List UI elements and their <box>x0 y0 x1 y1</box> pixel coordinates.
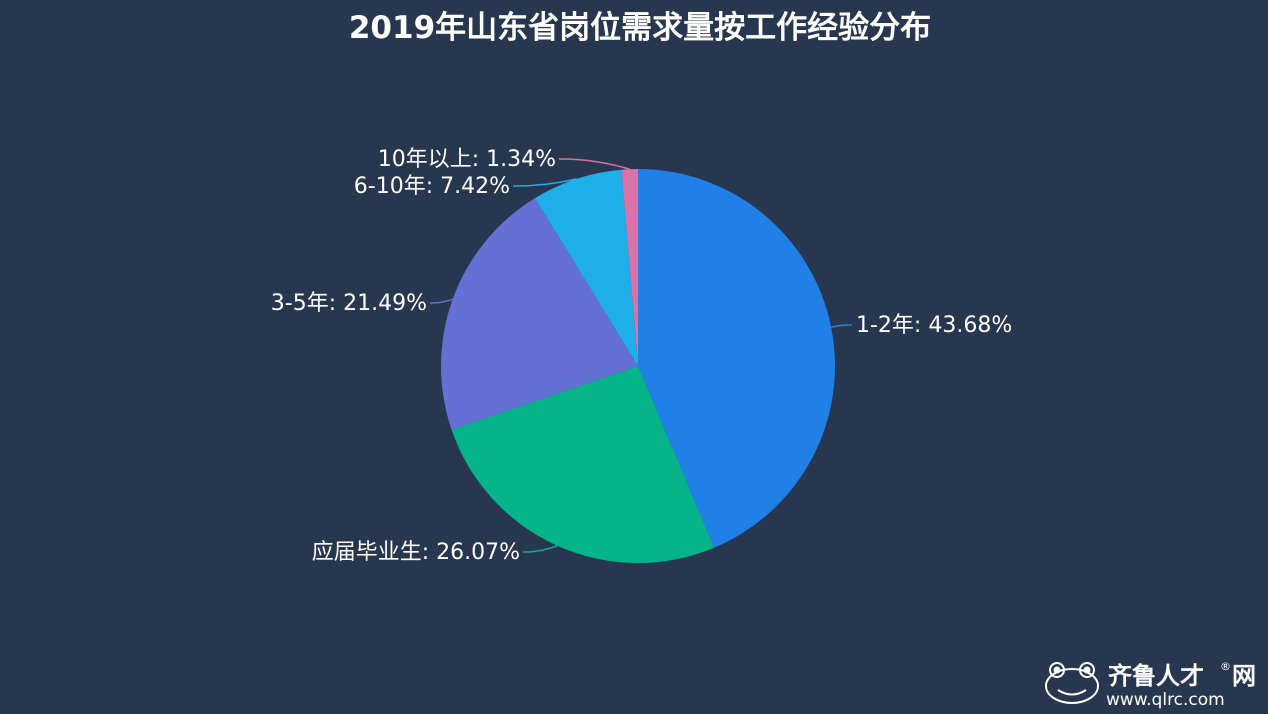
chart-title: 2019年山东省岗位需求量按工作经验分布 <box>349 10 931 46</box>
watermark-suffix: 网 <box>1232 662 1256 690</box>
pie-slice-2 <box>451 366 715 563</box>
slice-labels: 1-2年: 43.68% 应届毕业生: 26.07% 3-5年: 21.49% 6-1… <box>271 147 1012 565</box>
pie-slice-3 <box>441 198 638 430</box>
frog-logo-icon <box>1045 662 1099 704</box>
watermark-url: www.qlrc.com <box>1106 690 1225 710</box>
slice-label-2: 应届毕业生: 26.07% <box>312 540 520 565</box>
slice-label-5: 10年以上: 1.34% <box>378 147 556 172</box>
pie-slice-1 <box>638 169 835 548</box>
leader-line-3 <box>430 298 453 304</box>
watermark-name: 齐鲁人才 <box>1108 662 1204 690</box>
pie-slices <box>441 169 835 563</box>
slice-label-4: 6-10年: 7.42% <box>354 174 510 199</box>
leader-line-5 <box>559 158 630 170</box>
pie-slice-5 <box>621 169 638 366</box>
slice-label-3: 3-5年: 21.49% <box>271 291 427 316</box>
watermark-registered: ® <box>1220 660 1231 673</box>
leader-line-2 <box>523 545 558 553</box>
label-leader-lines <box>430 158 852 553</box>
slice-label-1: 1-2年: 43.68% <box>856 313 1012 338</box>
pie-slice-4 <box>534 169 638 366</box>
watermark: 齐鲁人才 ® 网 www.qlrc.com <box>1045 660 1256 710</box>
leader-line-1 <box>830 324 852 328</box>
leader-line-4 <box>513 178 577 187</box>
